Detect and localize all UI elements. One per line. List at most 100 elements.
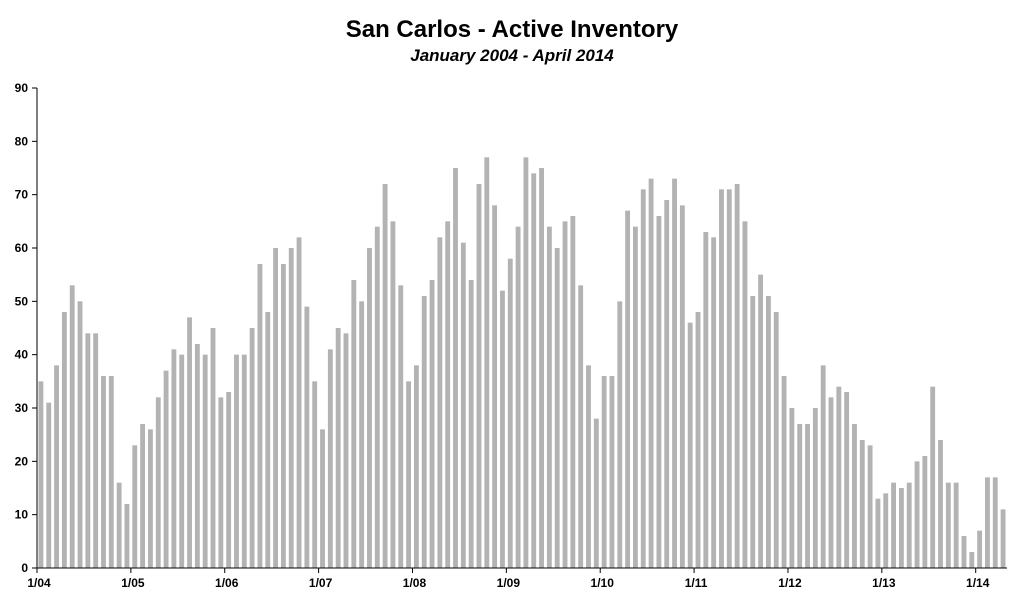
bar [531,173,537,568]
y-tick-label: 70 [15,188,29,202]
bar [335,328,341,568]
bar [484,157,490,568]
bar [953,482,959,568]
bar [758,274,764,568]
bar [906,482,912,568]
bar [116,482,122,568]
bar [124,504,130,568]
bar [586,365,591,568]
bar [437,237,443,568]
bar [46,402,52,568]
x-tick-label: 1/07 [309,576,333,590]
bar [93,333,99,568]
bar [765,296,771,568]
x-tick-label: 1/14 [966,576,990,590]
bar [312,381,318,568]
bar [54,365,59,568]
bar [500,290,505,568]
bar [296,237,302,568]
x-tick-label: 1/04 [27,576,51,590]
bar [101,376,106,568]
bar [523,157,529,568]
y-tick-label: 50 [15,294,29,308]
bar [210,328,216,568]
bar [625,210,631,569]
bar [969,552,975,568]
bar [382,184,388,568]
bar [578,285,584,568]
bar [453,168,458,568]
bar [320,429,325,568]
bar [852,424,857,568]
bar [69,285,75,568]
bar [234,354,239,568]
bar [593,418,599,568]
bar [609,376,615,568]
bar [883,493,889,568]
bar [898,488,904,568]
bar [977,530,983,568]
bar [194,344,200,568]
bar [546,226,552,569]
bar [374,226,380,569]
bar [429,280,435,568]
bar [703,232,709,568]
bar [945,482,951,568]
bar [781,376,787,568]
bar [413,365,419,568]
bar [672,178,677,569]
bar [367,248,372,568]
bar [187,317,192,568]
bar [460,242,466,569]
bar [202,354,208,568]
bar [304,306,310,568]
y-tick-label: 90 [15,81,29,95]
bar [828,397,834,568]
bar [914,461,920,568]
bar [570,216,576,568]
bar [507,258,513,568]
bar [687,322,693,568]
bar [257,264,263,568]
bar [695,312,701,568]
bar [249,328,255,568]
x-tick-label: 1/06 [215,576,239,590]
y-tick-label: 30 [15,401,29,415]
bar [789,408,795,568]
bar [492,205,498,568]
bar [390,221,396,568]
bar [539,168,544,568]
bar [554,248,560,568]
x-tick-label: 1/12 [778,576,802,590]
bar [343,333,349,568]
bar [108,376,114,568]
bar [280,264,286,568]
x-tick-label: 1/10 [591,576,615,590]
bar [148,429,153,568]
x-tick-label: 1/08 [403,576,427,590]
bar [218,397,224,568]
bar [656,216,662,568]
bar [85,333,91,568]
bar [812,408,818,568]
bar [867,445,873,568]
bar [750,296,756,568]
bar [664,200,670,568]
y-tick-label: 40 [15,348,29,362]
chart-title: San Carlos - Active Inventory [345,16,679,43]
bar [633,226,638,569]
y-tick-label: 0 [21,561,28,575]
x-tick-label: 1/05 [121,576,145,590]
bar [679,205,685,568]
bar [61,312,67,568]
bar [359,301,365,568]
bar [445,221,451,568]
bar [179,354,185,568]
bar [265,312,271,568]
bar [640,189,646,568]
bar [820,365,826,568]
x-tick-label: 1/13 [872,576,896,590]
bar [922,456,928,568]
x-axis: 1/04 1/05 1/06 1/07 1/08 1/09 1/10 1/11 1/12 1/13… [27,567,1007,590]
